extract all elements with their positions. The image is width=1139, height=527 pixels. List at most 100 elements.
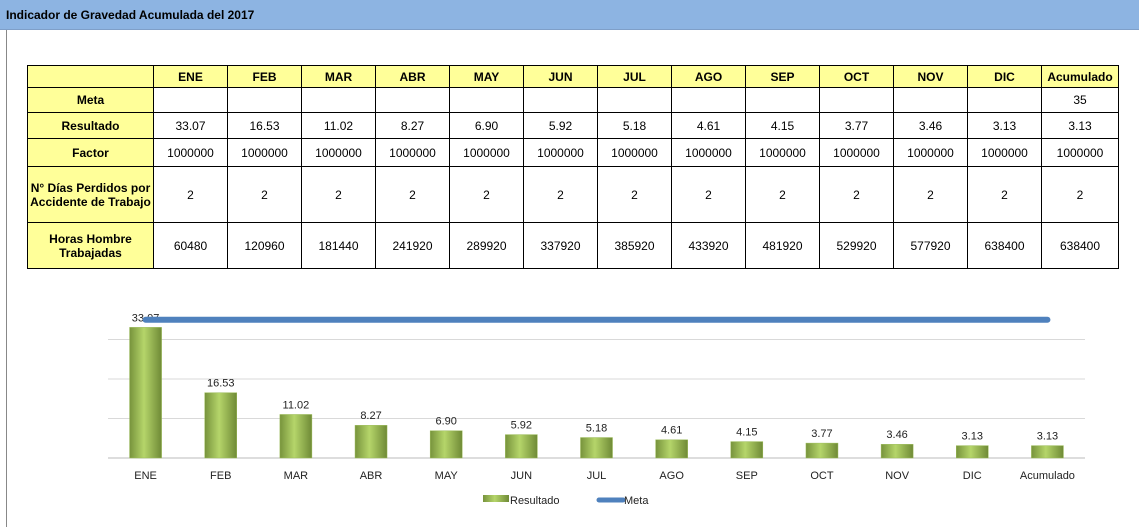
cell: 577920 — [893, 222, 968, 269]
row-label: Horas Hombre Trabajadas — [27, 222, 154, 269]
bar — [505, 434, 538, 459]
legend-swatch — [483, 495, 509, 502]
empty-cell — [893, 87, 968, 113]
x-tick-label: FEB — [210, 470, 231, 482]
cell: 1000000 — [375, 138, 450, 167]
data-label: 3.13 — [1037, 431, 1058, 443]
cell: 2 — [967, 166, 1042, 223]
cell: 1000000 — [1041, 138, 1119, 167]
bar — [805, 442, 839, 459]
bar — [354, 425, 388, 459]
bar — [580, 437, 613, 459]
cell: 1000000 — [523, 138, 598, 167]
column-header: OCT — [819, 65, 894, 88]
cell: 2 — [523, 166, 598, 223]
table-row: Horas Hombre Trabajadas 60480 120960 181440… — [27, 222, 1119, 269]
empty-cell — [967, 87, 1042, 113]
cell: 638400 — [967, 222, 1042, 269]
data-label: 3.13 — [962, 431, 983, 443]
data-label: 11.02 — [283, 399, 310, 411]
data-table: ENE FEB MAR ABR MAY JUN JUL AGO SEP OCT NOV DIC Acum… — [27, 65, 1119, 269]
cell: 1000000 — [227, 138, 302, 167]
column-header: DIC — [967, 65, 1042, 88]
bar — [956, 445, 989, 459]
bar — [730, 441, 764, 459]
cell: 2 — [671, 166, 746, 223]
cell: 2 — [1041, 166, 1119, 223]
cell: 60480 — [153, 222, 228, 269]
table-row: Factor 1000000 1000000 1000000 1000000 100000… — [27, 138, 1119, 167]
cell: 2 — [227, 166, 302, 223]
bar — [880, 444, 914, 459]
cell: 8.27 — [375, 112, 450, 139]
table-row: N° Días Perdidos por Accidente de Trabaj… — [27, 166, 1119, 223]
cell: 433920 — [671, 222, 746, 269]
cell: 1000000 — [301, 138, 376, 167]
x-tick-label: MAR — [284, 470, 309, 482]
cell: 337920 — [523, 222, 598, 269]
cell: 481920 — [745, 222, 820, 269]
empty-cell — [597, 87, 672, 113]
bar — [1031, 445, 1064, 459]
row-label: N° Días Perdidos por Accidente de Trabaj… — [27, 166, 154, 223]
legend-label: Resultado — [510, 495, 560, 507]
cell: 3.13 — [1041, 112, 1119, 139]
bar — [429, 430, 463, 459]
cell: 4.61 — [671, 112, 746, 139]
cell: 1000000 — [893, 138, 968, 167]
data-label: 6.90 — [435, 416, 456, 428]
corner-cell — [27, 65, 154, 88]
cell: 2 — [449, 166, 524, 223]
data-label: 5.92 — [511, 420, 532, 432]
cell: 1000000 — [819, 138, 894, 167]
cell: 3.46 — [893, 112, 968, 139]
x-tick-label: SEP — [736, 470, 758, 482]
column-header: AGO — [671, 65, 746, 88]
cell: 6.90 — [449, 112, 524, 139]
bar — [279, 414, 313, 459]
column-header: MAR — [301, 65, 376, 88]
cell: 638400 — [1041, 222, 1119, 269]
data-label: 3.46 — [886, 429, 907, 441]
x-tick-label: NOV — [885, 470, 910, 482]
column-header: JUN — [523, 65, 598, 88]
x-tick-label: JUN — [511, 470, 532, 482]
cell: 289920 — [449, 222, 524, 269]
column-header: Acumulado — [1041, 65, 1119, 88]
row-label: Factor — [27, 138, 154, 167]
bar — [204, 392, 237, 459]
data-label: 5.18 — [586, 422, 607, 434]
x-tick-label: Acumulado — [1020, 470, 1075, 482]
x-tick-label: AGO — [659, 470, 684, 482]
legend-label: Meta — [624, 495, 649, 507]
cell: 2 — [893, 166, 968, 223]
data-label: 16.53 — [207, 378, 235, 390]
sheet-title: Indicador de Gravedad Acumulada del 2017 — [0, 0, 1139, 30]
cell: 529920 — [819, 222, 894, 269]
bar — [655, 439, 688, 459]
x-tick-label: JUL — [587, 470, 607, 482]
x-tick-label: MAY — [435, 470, 459, 482]
data-label: 4.61 — [661, 425, 682, 437]
column-header: NOV — [893, 65, 968, 88]
data-label: 8.27 — [360, 410, 381, 422]
bar — [129, 327, 162, 459]
data-label: 4.15 — [736, 427, 757, 439]
column-header: ABR — [375, 65, 450, 88]
cell: 385920 — [597, 222, 672, 269]
cell: 181440 — [301, 222, 376, 269]
frame — [6, 30, 1139, 527]
table-row: Resultado 33.07 16.53 11.02 8.27 6.90 5.92 5.18… — [27, 112, 1119, 139]
cell: 1000000 — [671, 138, 746, 167]
column-header: FEB — [227, 65, 302, 88]
x-tick-label: OCT — [810, 470, 834, 482]
x-tick-label: DIC — [963, 470, 982, 482]
x-tick-label: ENE — [134, 470, 157, 482]
cell: 241920 — [375, 222, 450, 269]
cell: 11.02 — [301, 112, 376, 139]
x-tick-label: ABR — [360, 470, 383, 482]
cell: 120960 — [227, 222, 302, 269]
cell: 5.92 — [523, 112, 598, 139]
